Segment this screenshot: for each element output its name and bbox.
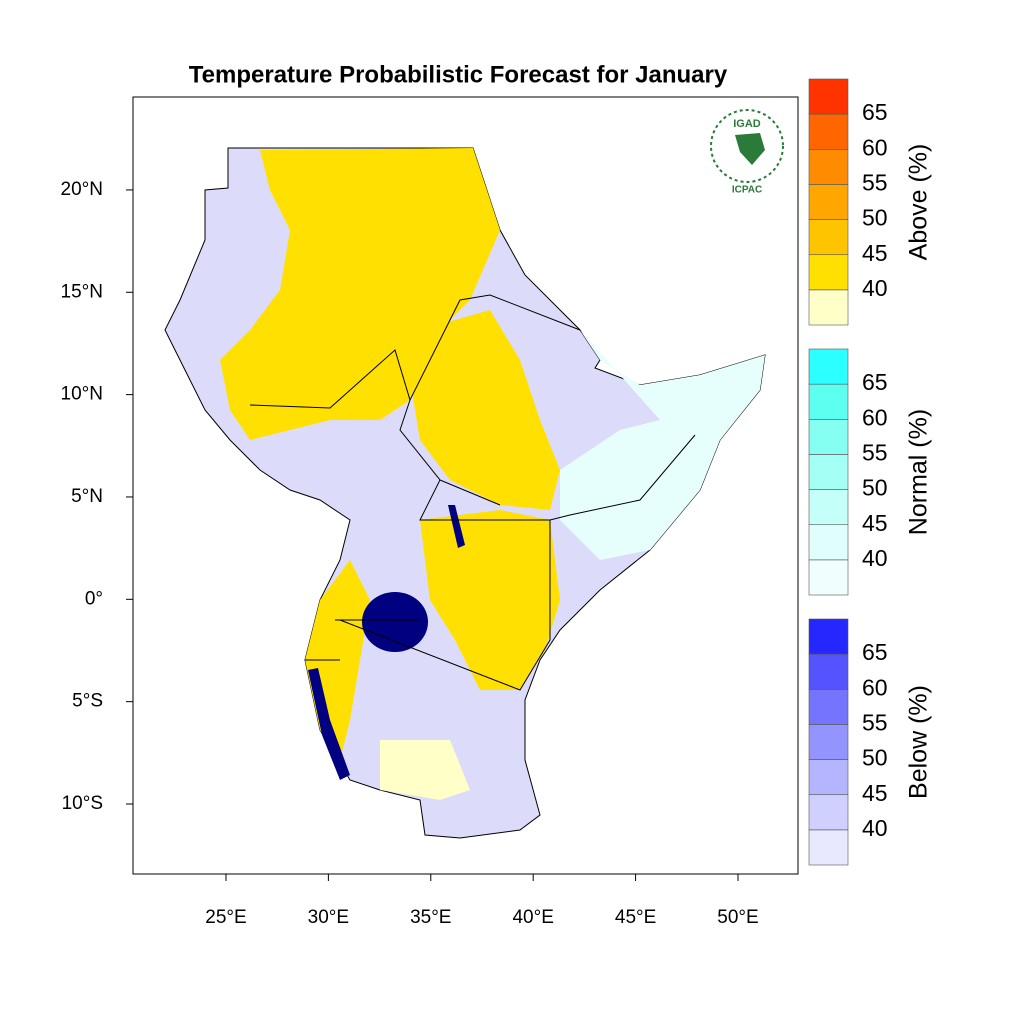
logo-map <box>735 133 765 165</box>
legend-tick-label: 65 <box>862 99 888 125</box>
legend-tick-label: 55 <box>862 170 888 196</box>
legend-tick-label: 55 <box>862 440 888 466</box>
above-zone-light <box>380 740 470 800</box>
legend-tick-label: 55 <box>862 710 888 736</box>
legend-tick-label: 40 <box>862 275 888 301</box>
legend-swatch <box>808 794 849 831</box>
legend-swatch <box>808 418 849 455</box>
legend-tick-label: 40 <box>862 545 888 571</box>
legend-tick-label: 60 <box>862 674 888 700</box>
lake-turkana <box>448 505 465 548</box>
legend-tick-label: 40 <box>862 815 888 841</box>
map-area <box>164 147 766 839</box>
legend-swatch <box>808 383 849 420</box>
legend-tick-label: 45 <box>862 510 888 536</box>
legend-swatch <box>808 289 849 326</box>
x-tick-label: 45°E <box>615 907 656 928</box>
legend-swatch <box>808 219 849 256</box>
logo-top: IGAD <box>733 118 761 130</box>
x-tick-label: 40°E <box>512 907 553 928</box>
map-frame <box>132 96 799 875</box>
y-tick-label: 10°N <box>61 384 103 405</box>
legend-swatch <box>808 559 849 596</box>
lake-victoria <box>362 592 428 652</box>
legend-swatch <box>808 759 849 796</box>
borders <box>249 294 696 691</box>
normal-zone <box>560 330 765 560</box>
lake-tanganyika <box>308 668 350 780</box>
legend-swatch <box>808 148 849 185</box>
legend-swatch <box>808 454 849 490</box>
x-tick-label: 50°E <box>717 907 758 928</box>
legend-swatch <box>808 653 849 690</box>
y-tick-label: 5°S <box>72 691 103 712</box>
logo-bottom: ICPAC <box>732 185 762 196</box>
legend-tick-label: 45 <box>862 780 888 806</box>
legend-swatch <box>808 524 849 561</box>
legend-swatch <box>808 618 849 655</box>
legend-swatch <box>808 688 849 725</box>
legend-swatch <box>808 254 849 291</box>
y-tick-label: 20°N <box>61 179 103 200</box>
legend-swatch <box>808 184 849 220</box>
legend-swatch <box>808 113 849 150</box>
x-tick-label: 30°E <box>308 907 349 928</box>
map-title: Temperature Probabilistic Forecast for J… <box>189 61 728 88</box>
legend-tick-label: 50 <box>862 745 888 771</box>
y-tick-label: 5°N <box>71 486 103 507</box>
above-zone-ethiopia <box>410 310 560 510</box>
above-zone-kenya <box>420 510 560 690</box>
legend-swatch <box>808 489 849 526</box>
legend-swatch <box>808 829 849 866</box>
y-tick-label: 15°N <box>61 281 103 302</box>
x-tick-label: 35°E <box>410 907 451 928</box>
y-tick-label: 0° <box>85 588 103 609</box>
legend-tick-label: 45 <box>862 240 888 266</box>
legend-swatch <box>808 348 849 385</box>
legend-swatch <box>808 724 849 760</box>
above-zone-sudan <box>220 148 500 440</box>
legend-tick-label: 65 <box>862 369 888 395</box>
logo: IGAD ICPAC <box>710 109 784 196</box>
y-tick-label: 10°S <box>62 793 103 814</box>
legend-tick-label: 60 <box>862 404 888 430</box>
x-tick-label: 25°E <box>205 907 246 928</box>
legend-tick-label: 50 <box>862 205 888 231</box>
legend-title: Above (%) <box>905 144 933 261</box>
legend-title: Normal (%) <box>905 409 933 535</box>
legend-swatch <box>808 78 849 115</box>
legend-tick-label: 65 <box>862 639 888 665</box>
legend-tick-label: 60 <box>862 134 888 160</box>
legend-tick-label: 50 <box>862 475 888 501</box>
legend-title: Below (%) <box>905 685 933 799</box>
